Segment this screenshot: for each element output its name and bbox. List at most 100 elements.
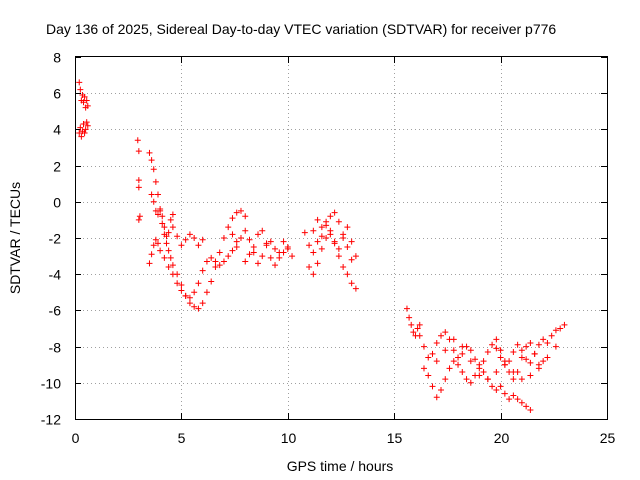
data-point (167, 216, 174, 223)
data-point (233, 244, 240, 251)
data-point (169, 211, 176, 218)
data-point (348, 256, 355, 263)
data-point (497, 354, 504, 361)
data-point (493, 345, 500, 352)
data-point (167, 254, 174, 261)
data-point (416, 321, 423, 328)
data-point (135, 177, 142, 184)
data-point (163, 233, 170, 240)
data-point (540, 336, 547, 343)
y-tick-label: -6 (49, 303, 62, 319)
data-point (414, 325, 421, 332)
data-point (212, 258, 219, 265)
series-arc-12 (310, 218, 355, 256)
data-point (429, 383, 436, 390)
data-point (233, 209, 240, 216)
data-point (335, 253, 342, 260)
data-point (146, 260, 153, 267)
data-point (523, 356, 530, 363)
data-point (212, 263, 219, 270)
data-point (80, 120, 87, 127)
data-point (154, 191, 161, 198)
data-point (552, 343, 559, 350)
x-axis-title: GPS time / hours (287, 458, 394, 474)
data-point (510, 349, 517, 356)
data-point (135, 148, 142, 155)
data-point (455, 361, 462, 368)
data-point (284, 245, 291, 252)
data-point (242, 213, 249, 220)
data-point (510, 376, 517, 383)
data-point (506, 368, 513, 375)
data-point (229, 231, 236, 238)
data-point (169, 271, 176, 278)
data-point (148, 191, 155, 198)
data-point (276, 249, 283, 256)
data-point (169, 262, 176, 269)
x-tick-label: 0 (72, 430, 80, 446)
data-point (191, 235, 198, 241)
data-point (344, 244, 351, 251)
x-tick-label: 25 (600, 430, 616, 446)
series-arc-1 (76, 79, 91, 111)
data-point (182, 236, 189, 243)
data-point (327, 213, 334, 220)
data-point (450, 336, 457, 343)
data-point (348, 280, 355, 287)
data-point (267, 238, 274, 245)
data-point (527, 406, 534, 413)
data-point (476, 372, 483, 379)
data-point (178, 287, 185, 294)
y-tick-label: 2 (53, 159, 61, 175)
data-point (229, 215, 236, 222)
data-point (146, 149, 153, 156)
data-point (493, 336, 500, 343)
data-point (510, 392, 517, 399)
data-point (250, 244, 257, 251)
data-point (306, 263, 313, 270)
data-point (152, 236, 159, 243)
data-point (501, 358, 508, 365)
x-tick-label: 15 (387, 430, 403, 446)
x-tick-label: 10 (281, 430, 297, 446)
data-point (544, 339, 551, 346)
data-points-layer (76, 79, 568, 413)
data-point (459, 350, 466, 357)
data-point (331, 238, 338, 245)
data-point (148, 157, 155, 164)
data-point (159, 213, 166, 220)
data-point (318, 233, 325, 240)
data-point (450, 347, 457, 354)
data-point (150, 242, 157, 249)
data-point (77, 124, 84, 131)
data-point (163, 240, 170, 247)
data-point (246, 251, 253, 258)
data-point (480, 358, 487, 365)
data-point (134, 137, 141, 144)
data-point (433, 339, 440, 346)
data-point (446, 365, 453, 372)
y-tick-label: 8 (53, 50, 61, 66)
data-point (518, 399, 525, 406)
data-point (225, 253, 232, 260)
y-tick-label: -10 (41, 376, 61, 392)
data-point (514, 368, 521, 375)
data-point (154, 211, 161, 218)
data-point (174, 280, 181, 287)
data-point (310, 249, 317, 256)
series-arc-3 (134, 137, 143, 223)
data-point (535, 341, 542, 348)
data-point (216, 249, 223, 256)
data-point (220, 258, 227, 265)
data-point (467, 347, 474, 354)
data-point (438, 332, 445, 339)
data-point (327, 227, 334, 234)
data-point (318, 224, 325, 231)
y-tick-label: -12 (41, 412, 61, 428)
series-arc-5 (146, 236, 240, 301)
data-point (344, 224, 351, 231)
series-arc-6 (148, 191, 176, 240)
data-point (476, 365, 483, 372)
data-point (314, 260, 321, 267)
